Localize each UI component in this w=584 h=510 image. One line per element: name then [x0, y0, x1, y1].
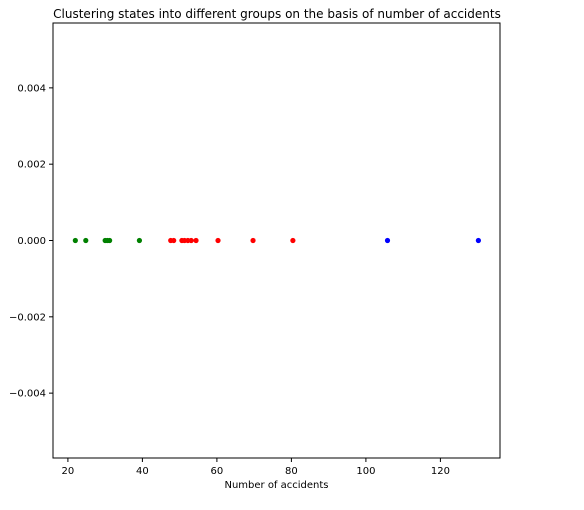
- y-axis: −0.004 −0.002 0.000 0.002 0.004: [9, 83, 53, 400]
- data-point: [215, 237, 221, 244]
- x-axis-label: Number of accidents: [224, 480, 328, 491]
- data-point: [83, 237, 89, 244]
- data-point: [188, 237, 194, 244]
- chart-title: Clustering states into different groups …: [53, 7, 501, 21]
- x-tick-label: 80: [285, 466, 298, 477]
- data-point: [193, 237, 199, 244]
- x-tick-label: 100: [356, 466, 375, 477]
- data-point: [384, 237, 391, 244]
- data-point: [475, 237, 481, 244]
- data-points: [72, 237, 481, 244]
- x-tick-label: 40: [136, 466, 149, 477]
- data-point: [107, 237, 113, 244]
- data-point: [290, 237, 296, 244]
- data-point: [250, 237, 256, 244]
- y-tick-label: 0.004: [17, 83, 46, 94]
- plot-area-frame: [52, 22, 501, 459]
- x-axis: 20 40 60 80 100 120: [62, 458, 450, 477]
- x-tick-label: 20: [62, 466, 75, 477]
- data-point: [136, 237, 143, 244]
- data-point: [171, 237, 177, 244]
- x-tick-label: 120: [431, 466, 450, 477]
- y-tick-label: −0.004: [9, 389, 46, 400]
- y-tick-label: −0.002: [9, 312, 46, 323]
- y-tick-label: 0.000: [17, 236, 46, 247]
- x-tick-label: 60: [211, 466, 224, 477]
- data-point: [72, 237, 78, 244]
- y-tick-label: 0.002: [17, 160, 46, 171]
